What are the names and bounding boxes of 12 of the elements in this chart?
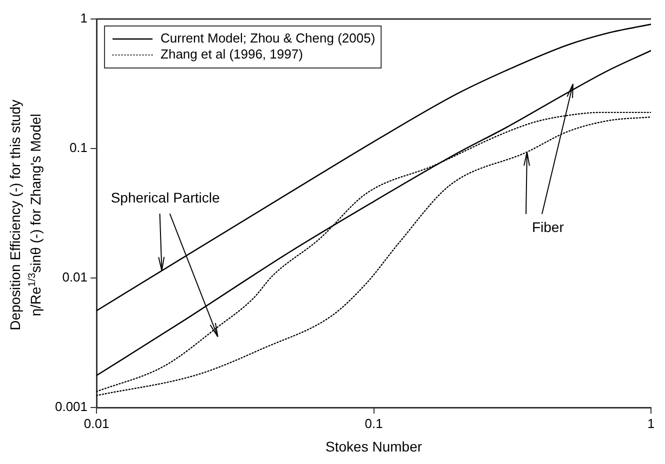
x-tick-label: 1 <box>647 416 655 431</box>
legend-label: Zhang et al (1996, 1997) <box>160 46 303 62</box>
annotation: Spherical Particle <box>110 190 220 206</box>
y-tick-label: 1 <box>80 10 88 26</box>
y-tick-label: 0.1 <box>69 140 88 156</box>
x-tick-label: 0.01 <box>84 416 110 431</box>
y-tick-label: 0.001 <box>54 399 88 414</box>
x-tick-label: 0.1 <box>364 416 383 431</box>
annotation: Fiber <box>532 218 564 235</box>
x-axis-title: Stokes Number <box>326 438 422 454</box>
y-tick-label: 0.01 <box>62 270 88 285</box>
legend-label: Current Model; Zhou & Cheng (2005) <box>160 30 376 46</box>
